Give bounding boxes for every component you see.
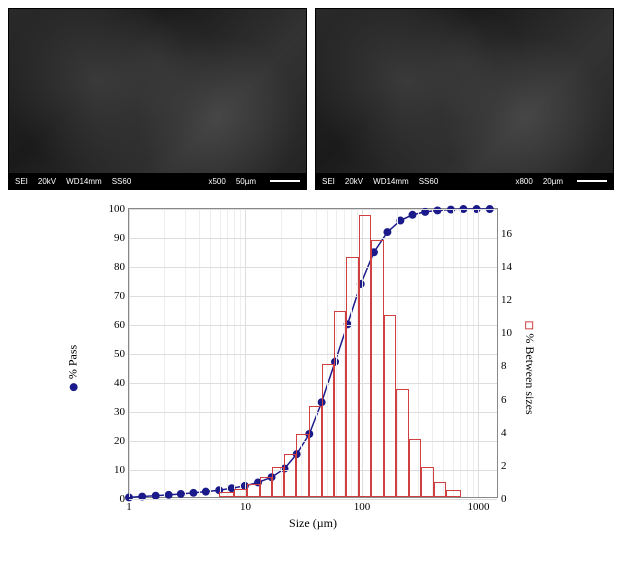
y-tick-right: 0 <box>501 493 519 505</box>
x-axis-label: Size (µm) <box>289 516 337 531</box>
y-tick-left: 100 <box>101 203 125 215</box>
histogram-bar <box>247 484 260 497</box>
histogram-bar <box>296 434 309 497</box>
y-tick-left: 30 <box>101 406 125 418</box>
x-tick: 100 <box>354 501 371 513</box>
legend-right: % Between sizes <box>522 321 537 414</box>
x-tick: 1000 <box>467 501 489 513</box>
x-tick: 10 <box>240 501 251 513</box>
legend-right-label: % Between sizes <box>522 333 537 414</box>
particle-size-chart: % Pass Size (µm) 11010010000102030405060… <box>68 198 570 538</box>
y-tick-right: 6 <box>501 394 519 406</box>
circle-marker-icon <box>69 383 77 391</box>
scale-bar-icon <box>577 180 607 182</box>
histogram-bar <box>371 240 384 497</box>
histogram-bar <box>309 406 322 497</box>
sem-label: x800 <box>515 177 532 186</box>
y-tick-left: 10 <box>101 464 125 476</box>
sem-infobar-right: SEI 20kV WD14mm SS60 x800 20µm <box>316 173 613 189</box>
histogram-bar <box>421 467 433 497</box>
square-marker-icon <box>525 321 533 329</box>
y-tick-right: 8 <box>501 360 519 372</box>
histogram-bar <box>384 315 397 497</box>
sem-label: 20kV <box>38 177 56 186</box>
y-tick-left: 20 <box>101 435 125 447</box>
y-tick-right: 10 <box>501 327 519 339</box>
y-tick-right: 2 <box>501 460 519 472</box>
histogram-bar <box>284 454 296 497</box>
sem-infobar-left: SEI 20kV WD14mm SS60 x500 50µm <box>9 173 306 189</box>
histogram-bar <box>396 389 408 497</box>
legend-left-label: % Pass <box>66 345 81 379</box>
sem-label: 50µm <box>236 177 256 186</box>
scale-bar-icon <box>270 180 300 182</box>
histogram-bar <box>346 257 358 497</box>
sem-label: 20kV <box>345 177 363 186</box>
histogram-bar <box>334 311 346 497</box>
y-tick-right: 14 <box>501 261 519 273</box>
sem-label: SEI <box>322 177 335 186</box>
histogram-bar <box>260 477 272 497</box>
sem-label: SEI <box>15 177 28 186</box>
y-tick-right: 4 <box>501 427 519 439</box>
histogram-bar <box>272 467 284 497</box>
histogram-bar <box>219 492 234 497</box>
histogram-bar <box>434 482 446 497</box>
histogram-bar <box>446 490 461 497</box>
histogram-bar <box>322 364 334 497</box>
y-tick-left: 40 <box>101 377 125 389</box>
histogram-bar <box>359 215 371 497</box>
y-tick-right: 12 <box>501 294 519 306</box>
sem-label: SS60 <box>419 177 439 186</box>
y-tick-left: 0 <box>101 493 125 505</box>
sem-label: WD14mm <box>373 177 409 186</box>
sem-label: 20µm <box>543 177 563 186</box>
sem-label: x500 <box>208 177 225 186</box>
y-tick-left: 70 <box>101 290 125 302</box>
sem-image-right: SEI 20kV WD14mm SS60 x800 20µm <box>315 8 614 190</box>
sem-image-left: SEI 20kV WD14mm SS60 x500 50µm <box>8 8 307 190</box>
x-tick: 1 <box>126 501 132 513</box>
histogram-bar <box>234 489 248 497</box>
y-tick-left: 50 <box>101 348 125 360</box>
plot-area: Size (µm) 110100100001020304050607080901… <box>128 208 498 498</box>
y-tick-right: 16 <box>501 228 519 240</box>
y-tick-left: 60 <box>101 319 125 331</box>
histogram-bar <box>409 439 421 497</box>
sem-label: SS60 <box>112 177 132 186</box>
sem-label: WD14mm <box>66 177 102 186</box>
legend-left: % Pass <box>66 345 81 391</box>
y-tick-left: 90 <box>101 232 125 244</box>
y-tick-left: 80 <box>101 261 125 273</box>
